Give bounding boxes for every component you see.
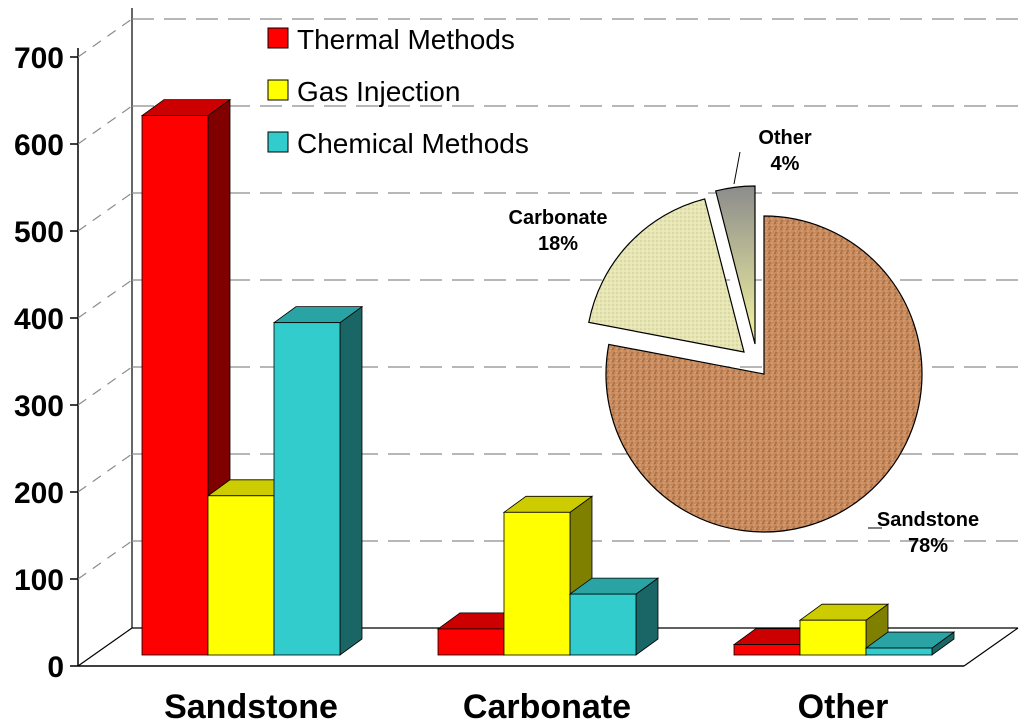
pie-percent-carbonate: 18% xyxy=(538,233,578,255)
category-label-sandstone: Sandstone xyxy=(164,688,338,725)
y-tick-label: 500 xyxy=(14,216,64,249)
bar-front xyxy=(207,495,275,656)
pie-leader-line xyxy=(733,151,741,185)
bar-front xyxy=(141,115,209,656)
bars xyxy=(140,98,956,656)
legend-swatch xyxy=(267,131,289,153)
pie-label-other: Other xyxy=(758,127,812,149)
legend-label: Chemical Methods xyxy=(297,128,529,159)
y-tick-label: 400 xyxy=(14,303,64,336)
pie-percent-other: 4% xyxy=(771,153,800,175)
gridline-side xyxy=(77,540,133,580)
gridline-side xyxy=(77,18,133,58)
category-labels: Sandstone Carbonate Other xyxy=(164,688,888,725)
bar-front xyxy=(799,619,867,656)
bar-front xyxy=(437,628,505,656)
y-tick-label: 700 xyxy=(14,42,64,75)
bar-gas-injection-other xyxy=(798,603,890,656)
y-axis-ticks: 0 100 200 300 400 500 600 700 xyxy=(14,42,78,684)
category-label-other: Other xyxy=(798,688,889,725)
gridline-side xyxy=(77,279,133,319)
bar-front xyxy=(865,647,933,656)
bar-front xyxy=(503,511,571,656)
gridline-side xyxy=(77,192,133,232)
gridline-side xyxy=(77,366,133,406)
legend-swatch xyxy=(267,27,289,49)
gridline-side xyxy=(77,453,133,493)
bar-front xyxy=(569,593,637,656)
y-tick-label: 200 xyxy=(14,477,64,510)
pie-slice-other xyxy=(714,185,756,345)
y-tick-label: 0 xyxy=(47,651,64,684)
pie-percent-sandstone: 78% xyxy=(908,535,948,557)
pie-label-carbonate: Carbonate xyxy=(509,207,608,229)
legend-swatch xyxy=(267,79,289,101)
bar-thermal-methods-sandstone xyxy=(140,98,232,656)
bar-front xyxy=(273,322,341,656)
bar-side xyxy=(339,305,363,656)
legend: Thermal Methods Gas Injection Chemical Met… xyxy=(267,24,529,159)
gridline-side xyxy=(77,105,133,145)
legend-label: Thermal Methods xyxy=(297,24,515,55)
pie-label-sandstone: Sandstone xyxy=(877,509,979,531)
bar-front xyxy=(733,644,801,656)
pie-slice-carbonate xyxy=(588,198,745,353)
pie-slice-sandstone xyxy=(605,215,923,533)
category-label-carbonate: Carbonate xyxy=(463,688,631,725)
bar-chemical-methods-other xyxy=(864,631,956,656)
pie-chart: Sandstone 78% Carbonate 18% Other 4% xyxy=(509,127,980,557)
legend-label: Gas Injection xyxy=(297,76,460,107)
y-tick-label: 300 xyxy=(14,390,64,423)
y-tick-label: 100 xyxy=(14,564,64,597)
bar-chemical-methods-carbonate xyxy=(568,577,660,656)
bar-chemical-methods-sandstone xyxy=(272,305,364,656)
y-tick-label: 600 xyxy=(14,129,64,162)
